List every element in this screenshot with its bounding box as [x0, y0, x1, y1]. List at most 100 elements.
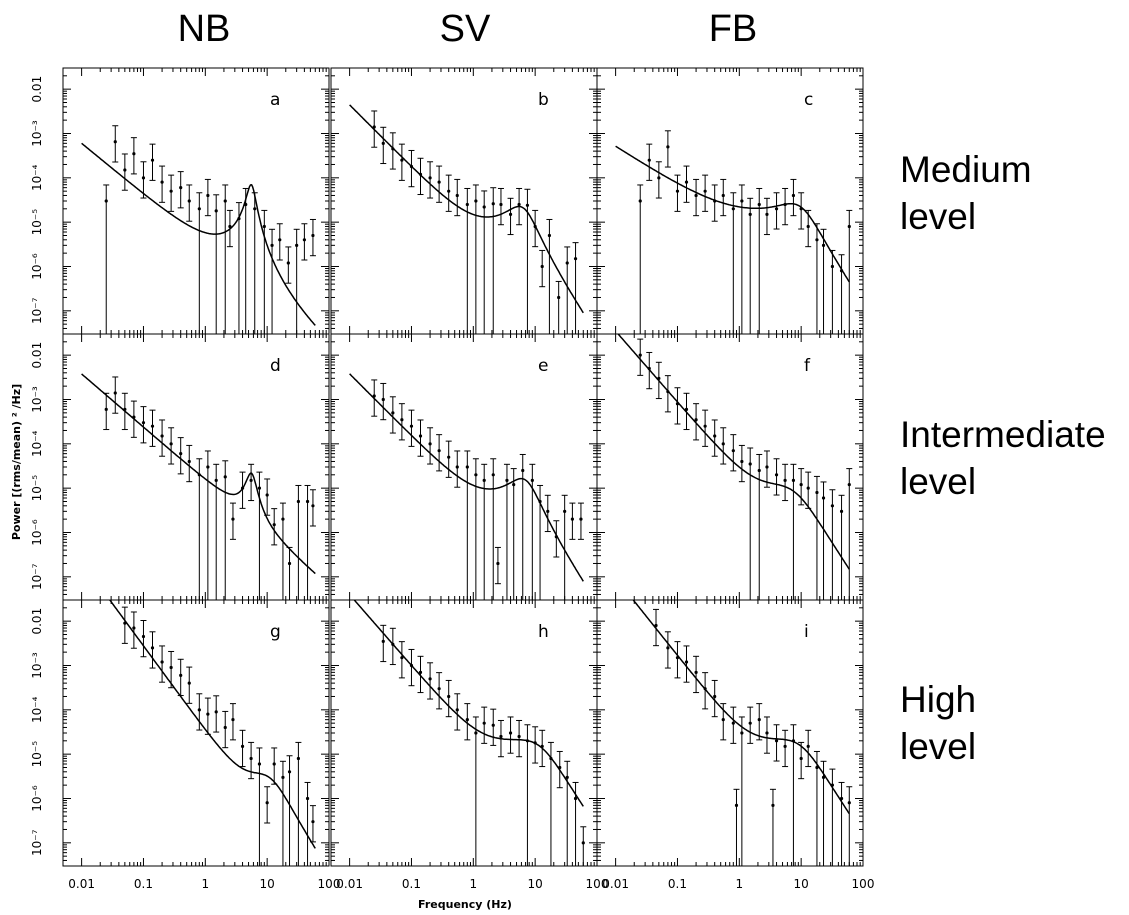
data-point: [740, 459, 744, 464]
data-point: [806, 224, 810, 229]
data-point: [721, 442, 725, 446]
panel-b: b: [330, 67, 598, 335]
x-tick-label: 0.01: [602, 877, 629, 891]
panel-h: h 0.01 0.1 1 10 100: [330, 599, 609, 891]
data-point: [179, 186, 183, 190]
panel-f: f: [596, 333, 864, 601]
y-tick-label: 0.01: [30, 608, 44, 635]
data-point: [150, 158, 155, 162]
data-point: [206, 465, 210, 469]
data-point: [311, 504, 315, 508]
y-tick-label: 10⁻⁵: [30, 741, 44, 768]
data-point: [187, 199, 191, 203]
row-label-high-line2: level: [900, 726, 976, 767]
data-point: [150, 424, 155, 428]
data-point: [437, 449, 441, 453]
data-point: [771, 803, 775, 807]
points-group: [637, 338, 853, 600]
data-point: [765, 465, 769, 469]
data-point: [573, 257, 578, 261]
data-point: [214, 209, 218, 213]
panel-i: i 0.01 0.1 1 10 100: [596, 599, 874, 891]
data-point: [491, 202, 495, 206]
data-point: [675, 189, 680, 193]
data-point: [734, 803, 739, 807]
x-tick-label: 1: [469, 877, 477, 891]
data-point: [311, 820, 315, 824]
data-point: [272, 523, 276, 527]
data-point: [647, 158, 651, 162]
model-curve: [617, 334, 850, 570]
data-point: [508, 731, 513, 735]
x-tick-label: 100: [318, 877, 341, 891]
data-point: [132, 626, 136, 630]
data-point: [806, 486, 810, 490]
panel-g: g 10⁻⁷ 10⁻⁶ 10⁻⁵ 10⁻⁴ 10⁻³ 0.01 0.01 0.1 1 10 100: [30, 599, 341, 891]
panel-letter-g: g: [270, 622, 281, 642]
x-tick-label: 100: [586, 877, 609, 891]
x-tick-label: 0.01: [336, 877, 363, 891]
data-point: [305, 796, 310, 801]
data-point: [169, 442, 173, 446]
row-label-high-line1: High: [900, 679, 976, 720]
data-point: [123, 168, 127, 172]
data-point: [141, 634, 146, 639]
data-point: [428, 442, 432, 446]
panel-letter-i: i: [804, 622, 809, 642]
x-tick-label: 10: [260, 877, 275, 891]
model-curve: [81, 142, 316, 326]
y-axis-label: Power [(rms/mean) ² /Hz]: [10, 384, 23, 540]
data-point: [400, 418, 404, 422]
data-point: [703, 189, 707, 193]
data-point: [228, 224, 232, 229]
data-point: [400, 158, 404, 162]
data-point: [262, 224, 266, 229]
data-point: [570, 517, 574, 521]
data-point: [187, 681, 191, 685]
data-point: [799, 483, 803, 487]
data-point: [381, 397, 385, 402]
data-point: [455, 465, 459, 469]
panel-letter-e: e: [538, 356, 548, 376]
data-point: [391, 411, 395, 415]
points-group: [371, 110, 579, 334]
data-point: [517, 202, 521, 207]
data-point: [799, 756, 803, 761]
panel-letter-b: b: [538, 90, 549, 110]
panel-frame: [330, 67, 598, 335]
data-point: [265, 801, 269, 805]
x-tick-label: 10: [528, 877, 543, 891]
data-point: [270, 243, 274, 247]
points-group: [653, 608, 853, 866]
data-point: [311, 233, 315, 238]
data-point: [428, 176, 432, 180]
data-point: [447, 694, 451, 699]
panel-letter-c: c: [804, 90, 813, 110]
data-point: [748, 721, 752, 725]
data-point: [499, 734, 503, 739]
data-point: [806, 744, 810, 748]
data-point: [830, 264, 834, 269]
data-point: [731, 207, 735, 211]
data-point: [249, 756, 253, 761]
data-point: [249, 478, 253, 482]
data-point: [474, 473, 478, 477]
x-axis-label: Frequency (Hz): [418, 898, 512, 911]
data-point: [287, 561, 292, 566]
data-point: [179, 673, 183, 677]
data-point: [657, 176, 661, 180]
data-point: [757, 718, 761, 722]
data-point: [512, 483, 516, 487]
data-point: [160, 180, 164, 184]
data-point: [447, 455, 451, 459]
data-point: [231, 718, 235, 722]
data-point: [482, 478, 486, 482]
y-tick-label: 10⁻⁷: [30, 563, 44, 590]
data-point: [132, 152, 136, 156]
data-point: [815, 238, 819, 242]
data-point: [482, 721, 486, 725]
data-point: [197, 207, 201, 211]
points-group: [103, 125, 316, 334]
data-point: [400, 656, 404, 660]
data-point: [517, 734, 521, 739]
